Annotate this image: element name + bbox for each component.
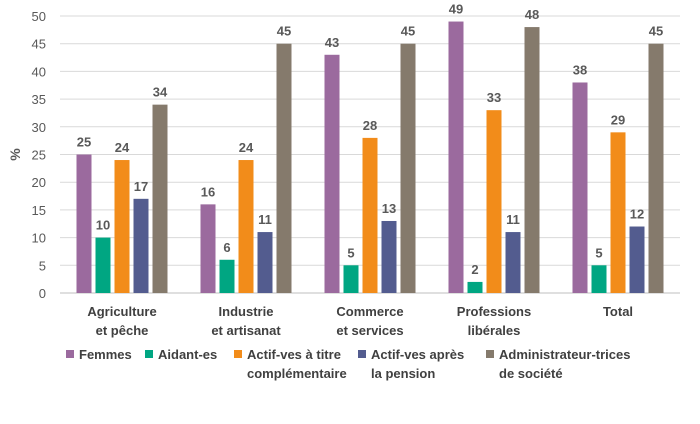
data-labels: 25 10 24 17 34 16 6 24 11 45 43 5 28 13 45 49 2 33 11 48 38 5… (77, 2, 663, 277)
data-label: 6 (223, 240, 230, 255)
data-label: 48 (525, 7, 539, 22)
data-label: 43 (325, 35, 339, 50)
y-tick-label: 10 (32, 231, 46, 246)
y-tick-label: 20 (32, 175, 46, 190)
legend-label: Femmes (79, 347, 132, 362)
x-category-label: Agriculture (87, 304, 156, 319)
bar (152, 104, 168, 293)
bar (467, 281, 483, 293)
data-label: 24 (115, 140, 130, 155)
legend-label: Aidant-es (158, 347, 217, 362)
bar (610, 132, 626, 293)
data-label: 10 (96, 218, 110, 233)
bar (362, 137, 378, 293)
legend-swatch (145, 350, 153, 358)
y-axis-label: % (7, 148, 23, 161)
y-tick-label: 15 (32, 203, 46, 218)
bar (133, 198, 149, 293)
data-label: 13 (382, 201, 396, 216)
data-label: 29 (611, 112, 625, 127)
bar (572, 82, 588, 293)
legend-swatch (66, 350, 74, 358)
data-label: 45 (277, 24, 291, 39)
data-label: 17 (134, 179, 148, 194)
y-tick-label: 35 (32, 92, 46, 107)
data-label: 12 (630, 207, 644, 222)
bar (486, 110, 502, 294)
data-label: 24 (239, 140, 254, 155)
legend-label: Administrateur-trices (499, 347, 630, 362)
data-label: 5 (595, 245, 602, 260)
x-category-label: et pêche (96, 323, 149, 338)
x-axis-categories: Agriculture et pêche Industrie et artisanat… (87, 304, 633, 338)
legend-label: de société (499, 366, 563, 381)
legend-swatch (358, 350, 366, 358)
bars (76, 21, 664, 294)
y-tick-label: 5 (39, 258, 46, 273)
legend: Femmes Aidant-es Actif-ves à titre compléme… (66, 347, 630, 381)
data-label: 11 (506, 212, 520, 227)
y-tick-label: 30 (32, 120, 46, 135)
data-label: 45 (649, 24, 663, 39)
bar (400, 43, 416, 294)
bar (76, 154, 92, 293)
x-category-label: Commerce (336, 304, 403, 319)
data-label: 33 (487, 90, 501, 105)
data-label: 34 (153, 85, 168, 100)
x-category-label: Professions (457, 304, 531, 319)
legend-label: Actif-ves à titre (247, 347, 341, 362)
bar (524, 27, 540, 294)
legend-label: complémentaire (247, 366, 347, 381)
bar (276, 43, 292, 294)
y-tick-label: 45 (32, 37, 46, 52)
y-tick-label: 50 (32, 9, 46, 24)
x-category-label: libérales (468, 323, 521, 338)
bar (257, 232, 273, 293)
x-category-label: Total (603, 304, 633, 319)
bar (381, 220, 397, 293)
x-category-label: Industrie (219, 304, 274, 319)
bar (343, 265, 359, 293)
legend-swatch (234, 350, 242, 358)
legend-swatch (486, 350, 494, 358)
bar (114, 160, 130, 293)
bar (238, 160, 254, 293)
bar (448, 21, 464, 293)
data-label: 2 (471, 262, 478, 277)
data-label: 5 (347, 245, 354, 260)
bar (648, 43, 664, 294)
data-label: 45 (401, 24, 415, 39)
data-label: 28 (363, 118, 377, 133)
legend-label: Actif-ves après (371, 347, 464, 362)
y-tick-label: 40 (32, 64, 46, 79)
bar (95, 237, 111, 293)
y-axis-ticks: 0 5 10 15 20 25 30 35 40 45 50 (32, 9, 46, 301)
data-label: 49 (449, 2, 463, 17)
bar (219, 259, 235, 293)
bar (505, 232, 521, 293)
y-tick-label: 0 (39, 286, 46, 301)
bar (591, 265, 607, 293)
data-label: 16 (201, 184, 215, 199)
data-label: 25 (77, 135, 91, 150)
bar (629, 226, 645, 293)
x-category-label: et artisanat (211, 323, 281, 338)
x-category-label: et services (336, 323, 403, 338)
bar (324, 54, 340, 293)
bar (200, 204, 216, 293)
data-label: 11 (258, 212, 272, 227)
data-label: 38 (573, 62, 587, 77)
y-tick-label: 25 (32, 148, 46, 163)
legend-label: la pension (371, 366, 435, 381)
